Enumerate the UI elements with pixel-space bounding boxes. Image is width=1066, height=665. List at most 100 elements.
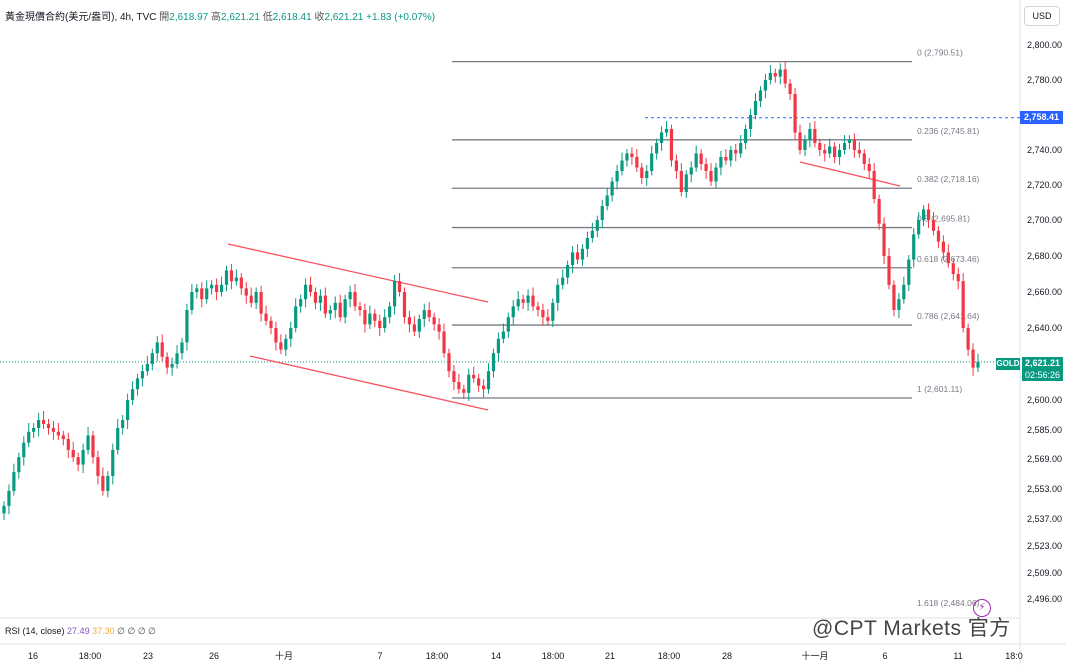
candle-body xyxy=(457,382,461,390)
candle-body xyxy=(922,209,926,220)
candle-body xyxy=(808,129,812,140)
y-tick-label: 2,700.00 xyxy=(1027,215,1062,225)
candle-body xyxy=(32,428,36,432)
candle-body xyxy=(729,150,733,161)
rsi-value: 27.49 xyxy=(67,626,90,636)
candle-body xyxy=(640,167,644,178)
x-tick-label: 14 xyxy=(491,651,501,661)
candle-body xyxy=(22,442,26,458)
candle-body xyxy=(872,171,876,199)
candle-body xyxy=(239,277,243,289)
candle-body xyxy=(961,281,965,328)
candle-body xyxy=(818,143,822,150)
candle-body xyxy=(338,302,342,318)
candle-body xyxy=(788,83,792,94)
candle-body xyxy=(368,313,372,325)
candle-body xyxy=(402,292,407,318)
candle-body xyxy=(620,160,624,171)
y-tick-label: 2,496.00 xyxy=(1027,594,1062,604)
candle-body xyxy=(7,490,11,506)
lightning-icon[interactable]: ⚡ xyxy=(973,599,991,617)
candle-body xyxy=(27,431,31,443)
candle-body xyxy=(185,310,189,343)
candle-body xyxy=(798,132,802,150)
currency-button[interactable]: USD xyxy=(1024,6,1060,26)
y-tick-label: 2,523.00 xyxy=(1027,541,1062,551)
candle-body xyxy=(506,317,510,332)
trend-channel-line xyxy=(249,355,489,411)
y-tick-label: 2,585.00 xyxy=(1027,425,1062,435)
x-tick-label: 7 xyxy=(377,651,382,661)
candle-body xyxy=(210,284,214,289)
candle-body xyxy=(753,101,758,115)
countdown: 02:56:26 xyxy=(1024,370,1061,380)
candle-body xyxy=(481,385,486,390)
rsi-ma-value: 37.30 xyxy=(92,626,115,636)
candle-body xyxy=(348,292,352,300)
candle-body xyxy=(289,328,293,339)
candle-body xyxy=(76,457,80,465)
x-tick-label: 18:00 xyxy=(79,651,102,661)
fib-level-label: 0.382 (2,718.16) xyxy=(917,174,980,184)
price-badge-value: 2,621.21 xyxy=(1024,358,1061,368)
candle-body xyxy=(61,435,65,440)
candle-body xyxy=(966,328,970,350)
trend-channel-line xyxy=(799,161,901,187)
candle-body xyxy=(684,174,688,192)
candle-body xyxy=(486,371,491,390)
candle-body xyxy=(516,299,520,307)
candle-body xyxy=(116,428,120,450)
candle-body xyxy=(605,195,609,206)
candle-body xyxy=(392,281,397,307)
candle-body xyxy=(526,295,530,303)
fib-level-label: 0 (2,790.51) xyxy=(917,48,963,58)
candle-body xyxy=(803,139,807,150)
candle-body xyxy=(442,331,446,354)
level-badge: 2,758.41 xyxy=(1020,111,1063,124)
open-label: 開 xyxy=(159,12,170,23)
rsi-legend: RSI (14, close) 27.49 37.30 ∅ ∅ ∅ ∅ xyxy=(5,626,156,637)
candle-body xyxy=(813,129,817,143)
fib-level-label: 1 (2,601.11) xyxy=(917,384,962,394)
candle-body xyxy=(615,171,619,182)
candle-body xyxy=(926,209,931,220)
candle-body xyxy=(46,424,51,428)
x-tick-label: 26 xyxy=(209,651,219,661)
candle-body xyxy=(635,157,639,168)
candle-body xyxy=(763,80,768,91)
candle-body xyxy=(857,150,861,154)
high-value: 2,621.21 xyxy=(221,12,260,23)
trend-channel-line xyxy=(227,243,489,303)
candle-body xyxy=(299,299,303,307)
candle-body xyxy=(556,284,560,303)
y-tick-label: 2,740.00 xyxy=(1027,145,1062,155)
candle-body xyxy=(254,292,258,303)
candle-body xyxy=(917,220,921,235)
candle-body xyxy=(501,331,505,339)
candle-body xyxy=(734,150,738,154)
rsi-extra-values: ∅ ∅ ∅ ∅ xyxy=(117,626,157,636)
candle-body xyxy=(590,230,594,238)
x-tick-label: 16 xyxy=(28,651,38,661)
candle-body xyxy=(650,153,654,171)
candle-body xyxy=(328,310,332,314)
candle-body xyxy=(645,171,649,178)
y-tick-label: 2,720.00 xyxy=(1027,180,1062,190)
x-tick-label: 18:00 xyxy=(426,651,449,661)
candle-body xyxy=(412,324,416,332)
candle-body xyxy=(625,153,629,161)
candle-body xyxy=(259,292,263,314)
candle-body xyxy=(41,420,46,424)
candle-body xyxy=(121,420,125,428)
candle-body xyxy=(214,284,219,292)
candle-body xyxy=(323,295,327,314)
candle-body xyxy=(422,310,426,319)
fib-level-label: 0.236 (2,745.81) xyxy=(917,126,980,136)
low-label: 低 xyxy=(262,12,273,23)
candle-body xyxy=(12,472,16,491)
candle-body xyxy=(699,153,703,164)
candle-body xyxy=(724,157,728,161)
candle-body xyxy=(155,342,159,354)
x-tick-label: 23 xyxy=(143,651,153,661)
